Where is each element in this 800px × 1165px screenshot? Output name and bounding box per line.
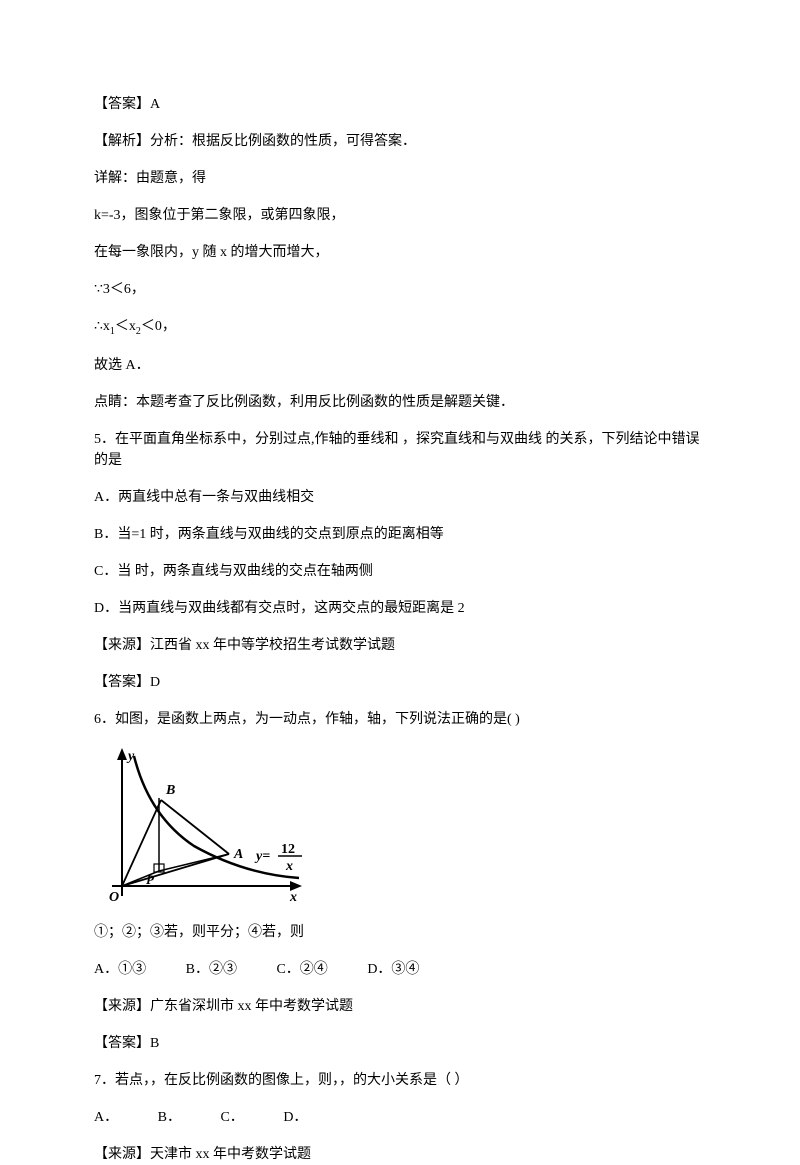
text-line: 故选 A． — [94, 355, 706, 376]
text-line: 在每一象限内，y 随 x 的增大而增大， — [94, 242, 706, 263]
x-axis-label: x — [289, 890, 297, 905]
text-fragment: ＜0， — [141, 319, 176, 334]
origin-label: O — [109, 890, 119, 905]
option-d: D．③④ — [367, 959, 419, 980]
answer-label: 【答案】A — [94, 94, 706, 115]
answer-label: 【答案】B — [94, 1033, 706, 1054]
y-axis-label: y — [126, 749, 135, 764]
options-row: A． B． C． D． — [94, 1107, 706, 1128]
point-a-label: A — [233, 847, 243, 862]
option-b: B． — [158, 1107, 181, 1128]
text-line: ∴x1＜x2＜0， — [94, 316, 706, 339]
option-b: B．当=1 时，两条直线与双曲线的交点到原点的距离相等 — [94, 524, 706, 545]
formula-numerator: 12 — [281, 842, 295, 857]
statements-line: ①；②；③若，则平分；④若，则 — [94, 922, 706, 943]
formula-y-eq: y= — [254, 849, 270, 864]
figure-coordinate-graph: B A P O y x y= 12 x — [94, 746, 324, 906]
option-d: D．当两直线与双曲线都有交点时，这两交点的最短距离是 2 — [94, 598, 706, 619]
option-d: D． — [283, 1107, 307, 1128]
text-line: k=-3，图象位于第二象限，或第四象限， — [94, 205, 706, 226]
option-c: C．当 时，两条直线与双曲线的交点在轴两侧 — [94, 561, 706, 582]
source-label: 【来源】天津市 xx 年中考数学试题 — [94, 1144, 706, 1165]
source-label: 【来源】广东省深圳市 xx 年中考数学试题 — [94, 996, 706, 1017]
question-5: 5．在平面直角坐标系中，分别过点,作轴的垂线和 ，探究直线和与双曲线 的关系，下… — [94, 429, 706, 471]
analysis-label: 【解析】分析：根据反比例函数的性质，可得答案． — [94, 131, 706, 152]
answer-label: 【答案】D — [94, 672, 706, 693]
option-b: B．②③ — [186, 959, 237, 980]
formula-denominator: x — [285, 859, 293, 874]
point-b-label: B — [165, 783, 175, 798]
option-a: A．两直线中总有一条与双曲线相交 — [94, 487, 706, 508]
text-fragment: ∴x — [94, 319, 110, 334]
question-7: 7．若点，，在反比例函数的图像上，则，，的大小关系是（ ） — [94, 1070, 706, 1091]
option-c: C． — [220, 1107, 243, 1128]
option-a: A．①③ — [94, 959, 146, 980]
text-line: ∵3＜6， — [94, 279, 706, 300]
option-c: C．②④ — [276, 959, 327, 980]
question-6: 6．如图，是函数上两点，为一动点，作轴，轴，下列说法正确的是( ) — [94, 709, 706, 730]
text-fragment: ＜x — [115, 319, 136, 334]
option-a: A． — [94, 1107, 118, 1128]
options-row: A．①③ B．②③ C．②④ D．③④ — [94, 959, 706, 980]
source-label: 【来源】江西省 xx 年中等学校招生考试数学试题 — [94, 635, 706, 656]
detail-label: 详解：由题意，得 — [94, 168, 706, 189]
note-label: 点睛：本题考查了反比例函数，利用反比例函数的性质是解题关键． — [94, 392, 706, 413]
